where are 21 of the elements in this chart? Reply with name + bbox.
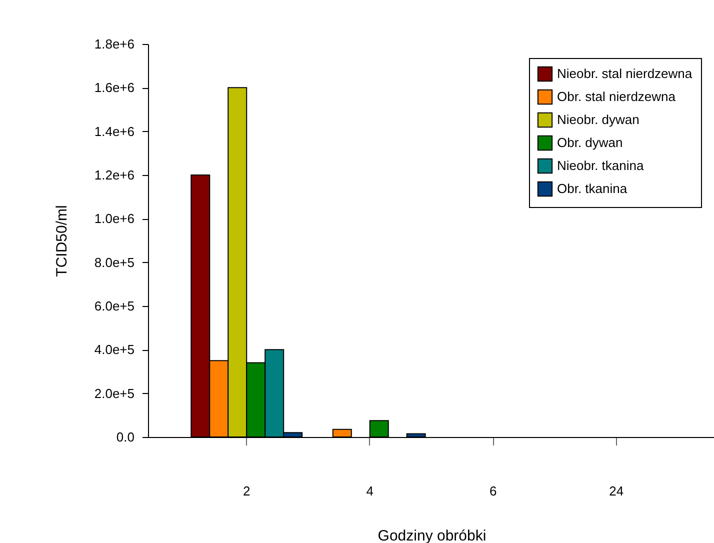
y-tick-label: 6.0e+5 [94, 298, 134, 314]
y-tick-label: 1.4e+6 [94, 124, 134, 139]
y-tick-label: 4.0e+5 [94, 342, 134, 358]
legend-label: Obr. tkanina [557, 181, 628, 196]
y-tick-label: 1.6e+6 [94, 80, 134, 96]
y-tick-label: 1.0e+6 [94, 211, 134, 226]
y-tick-label: 1.2e+6 [94, 168, 134, 182]
legend-label: Nieobr. dywan [557, 112, 640, 127]
x-tick-label: 24 [609, 484, 624, 498]
x-tick-label: 2 [242, 484, 250, 498]
legend-label: Nieobr. tkanina [557, 158, 644, 173]
y-tick-label: 8.0e+5 [94, 254, 134, 270]
legend-label: Nieobr. stal nierdzewna [557, 66, 693, 81]
y-tick-label: 0.0 [116, 430, 134, 444]
y-tick-label: 2.0e+5 [94, 386, 134, 401]
y-axis-title: TCID50/ml [53, 205, 70, 277]
legend-label: Obr. dywan [557, 135, 623, 150]
x-tick-label: 4 [366, 484, 374, 498]
x-tick-label: 6 [490, 484, 497, 498]
legend-label: Obr. stal nierdzewna [557, 89, 676, 104]
y-tick-label: 1.8e+6 [94, 36, 134, 52]
